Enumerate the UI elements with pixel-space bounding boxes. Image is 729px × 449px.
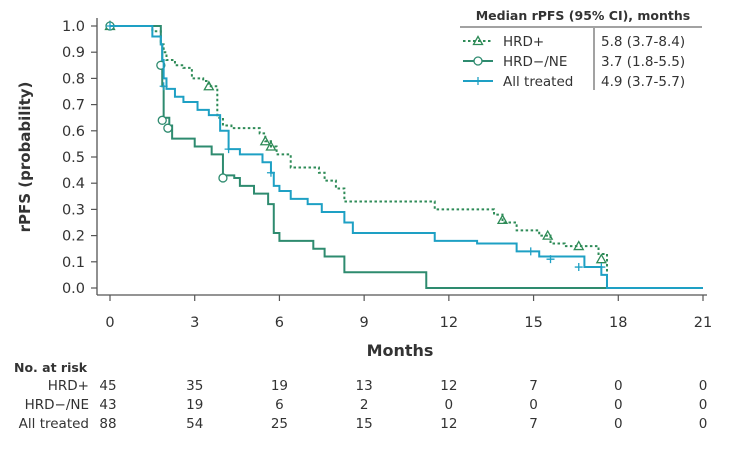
legend-marker: [474, 77, 482, 85]
legend-item-1: HRD−/NE 3.7 (1.8-5.5): [463, 54, 685, 70]
censor-mark: [266, 168, 275, 177]
km-curve-2: [106, 22, 703, 289]
y-tick-label: 0.4: [62, 176, 85, 192]
risk-value: 54: [186, 416, 203, 432]
risk-value: 88: [99, 416, 116, 432]
censor-mark: [259, 135, 271, 146]
risk-row-label: HRD−/NE: [25, 397, 89, 413]
censor-mark: [106, 22, 114, 30]
legend-label: HRD+: [503, 34, 544, 50]
risk-value: 45: [99, 378, 116, 394]
y-tick-label: 0.0: [62, 281, 85, 297]
risk-value: 13: [356, 378, 373, 394]
risk-value: 0: [699, 416, 708, 432]
legend-item-0: HRD+ 5.8 (3.7-8.4): [463, 34, 685, 50]
risk-value: 43: [99, 397, 116, 413]
censor-mark: [597, 263, 606, 272]
risk-value: 12: [440, 416, 457, 432]
y-tick-label: 0.9: [62, 45, 85, 61]
risk-row-2: All treated 88 54 25 15 12 7 0 0: [19, 416, 708, 432]
risk-value: 0: [614, 397, 623, 413]
km-line: [110, 25, 703, 289]
risk-row-label: All treated: [19, 416, 89, 432]
risk-value: 7: [529, 416, 538, 432]
risk-table: No. at risk HRD+ 45 35 19 13 12 7 0 0 HRD−/NE 43 19…: [14, 360, 707, 432]
y-axis-label: rPFS (probability): [16, 82, 34, 233]
y-axis: 0.0 0.1 0.2 0.3 0.4 0.5 0.6 0.7 0.8 0.9 1.0 rPFS (…: [16, 18, 98, 297]
legend-median: 5.8 (3.7-8.4): [601, 34, 685, 50]
x-tick-label: 0: [105, 315, 114, 331]
x-tick-label: 9: [360, 315, 369, 331]
y-tick-label: 0.7: [62, 98, 85, 114]
legend-marker: [473, 56, 483, 66]
risk-value: 7: [529, 378, 538, 394]
x-tick-label: 21: [694, 315, 712, 331]
legend-marker: [472, 35, 484, 46]
legend-items: HRD+ 5.8 (3.7-8.4) HRD−/NE 3.7 (1.8-5.5) All…: [463, 34, 685, 90]
y-tick-label: 0.5: [62, 150, 85, 166]
censor-mark: [574, 263, 583, 272]
risk-row-label: HRD+: [48, 378, 89, 394]
x-tick-label: 3: [190, 315, 199, 331]
y-tick-label: 0.2: [62, 229, 85, 245]
risk-value: 0: [529, 397, 538, 413]
censor-mark: [163, 123, 173, 133]
censor-mark: [159, 82, 168, 91]
y-tick-label: 1.0: [62, 19, 85, 35]
y-tick-label: 0.3: [62, 202, 85, 218]
risk-value: 0: [614, 378, 623, 394]
risk-value: 0: [699, 378, 708, 394]
x-tick-label: 6: [275, 315, 284, 331]
legend-title: Median rPFS (95% CI), months: [476, 8, 691, 23]
x-tick-label: 12: [440, 315, 458, 331]
y-tick-label: 0.1: [62, 255, 85, 271]
risk-value: 19: [271, 378, 288, 394]
km-curves: [104, 20, 703, 289]
risk-value: 6: [275, 397, 284, 413]
censor-mark: [157, 115, 167, 125]
x-tick-label: 15: [524, 315, 542, 331]
y-tick-label: 0.6: [62, 124, 85, 140]
censor-mark: [203, 80, 215, 91]
x-axis: 0 3 6 9 12 15 18 21 Months: [97, 294, 712, 360]
legend-label: All treated: [503, 74, 573, 90]
risk-value: 0: [699, 397, 708, 413]
x-axis-label: Months: [367, 341, 434, 360]
risk-value: 12: [440, 378, 457, 394]
risk-table-title: No. at risk: [14, 360, 88, 375]
y-ticks: 0.0 0.1 0.2 0.3 0.4 0.5 0.6 0.7 0.8 0.9 1.0: [62, 19, 97, 297]
legend-label: HRD−/NE: [503, 54, 567, 70]
legend-median: 3.7 (1.8-5.5): [601, 54, 685, 70]
risk-row-0: HRD+ 45 35 19 13 12 7 0 0: [48, 378, 708, 394]
risk-value: 15: [356, 416, 373, 432]
censor-mark: [224, 145, 233, 154]
x-tick-label: 18: [609, 315, 627, 331]
censor-mark: [573, 240, 585, 251]
risk-value: 19: [186, 397, 203, 413]
censor-mark: [595, 253, 607, 264]
legend-median: 4.9 (3.7-5.7): [601, 74, 685, 90]
y-tick-label: 0.8: [62, 71, 85, 87]
censor-mark: [526, 247, 535, 256]
risk-row-1: HRD−/NE 43 19 6 2 0 0 0 0: [25, 397, 708, 413]
censor-mark: [265, 140, 277, 151]
x-ticks: 0 3 6 9 12 15 18 21: [105, 295, 712, 331]
censor-mark: [496, 214, 509, 225]
risk-value: 0: [614, 416, 623, 432]
risk-value: 0: [445, 397, 454, 413]
risk-value: 2: [360, 397, 369, 413]
censor-mark: [218, 173, 228, 183]
legend-item-2: All treated 4.9 (3.7-5.7): [463, 74, 685, 90]
risk-value: 25: [271, 416, 288, 432]
legend: Median rPFS (95% CI), months HRD+ 5.8 (3.…: [460, 8, 702, 90]
censor-mark: [546, 255, 555, 264]
censor-mark: [542, 229, 554, 240]
risk-value: 35: [186, 378, 203, 394]
